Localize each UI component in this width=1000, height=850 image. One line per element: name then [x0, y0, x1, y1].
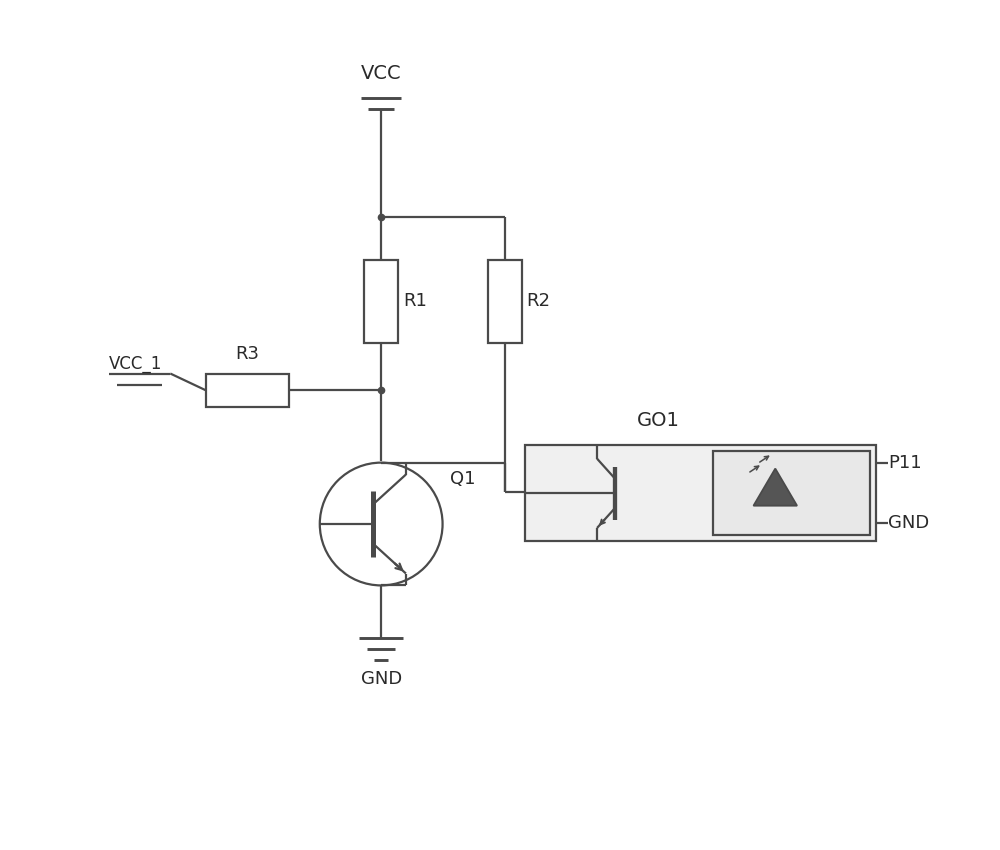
Text: VCC: VCC [361, 65, 401, 83]
Text: GND: GND [888, 514, 929, 532]
Text: P11: P11 [888, 454, 922, 472]
Bar [488, 259, 522, 343]
Bar [206, 373, 289, 407]
Bar [525, 445, 876, 541]
Bar [364, 259, 398, 343]
Text: GO1: GO1 [637, 411, 680, 430]
Polygon shape [753, 468, 797, 506]
Text: R3: R3 [236, 344, 260, 363]
Text: R2: R2 [527, 292, 551, 310]
Bar [713, 450, 870, 535]
Text: R1: R1 [403, 292, 427, 310]
Text: Q1: Q1 [450, 470, 476, 489]
Text: VCC_1: VCC_1 [109, 354, 162, 372]
Text: GND: GND [361, 670, 402, 688]
